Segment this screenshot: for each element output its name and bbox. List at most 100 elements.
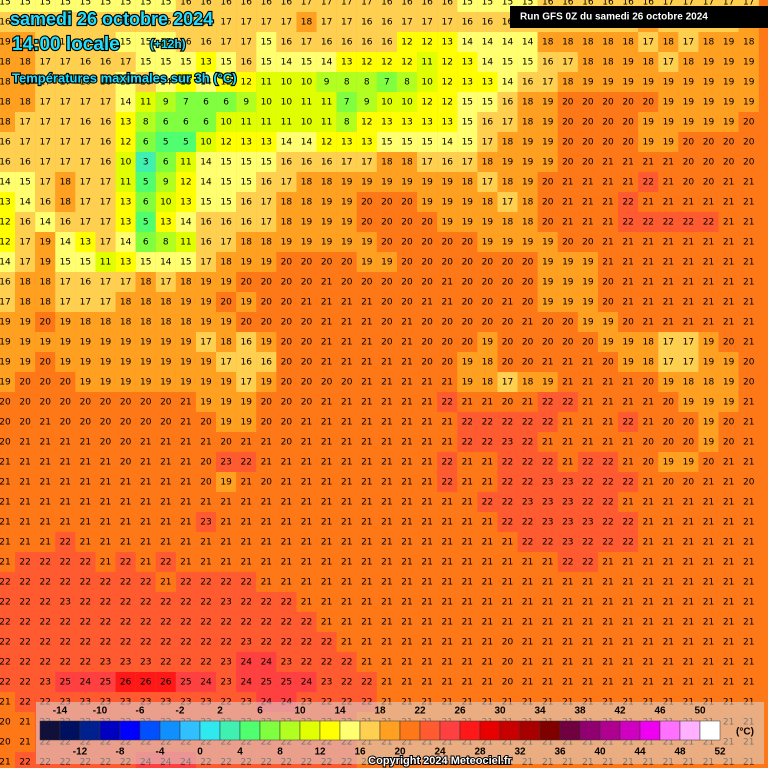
temperature-value: 21 bbox=[341, 338, 352, 348]
temperature-cell bbox=[457, 32, 478, 53]
temperature-cell bbox=[618, 32, 639, 53]
temperature-cell bbox=[316, 12, 337, 33]
temperature-value: 24 bbox=[80, 678, 92, 688]
temperature-value: 22 bbox=[60, 538, 71, 548]
temperature-value: 17 bbox=[120, 278, 131, 288]
temperature-value: 18 bbox=[642, 338, 654, 348]
temperature-value: 21 bbox=[562, 658, 573, 668]
temperature-value: 19 bbox=[0, 318, 11, 328]
temperature-value: 15 bbox=[261, 58, 272, 68]
temperature-value: 8 bbox=[143, 118, 149, 128]
temperature-value: 19 bbox=[240, 398, 252, 408]
temperature-value: 21 bbox=[341, 398, 352, 408]
temperature-value: 22 bbox=[482, 498, 493, 508]
temperature-value: 21 bbox=[421, 638, 432, 648]
temperature-value: 21 bbox=[542, 438, 553, 448]
temperature-value: 15 bbox=[120, 38, 131, 48]
temperature-value: 21 bbox=[160, 458, 171, 468]
temperature-value: 21 bbox=[160, 578, 171, 588]
temperature-value: 13 bbox=[441, 118, 452, 128]
temperature-value: 21 bbox=[0, 698, 11, 708]
temperature-cell bbox=[376, 112, 398, 133]
temperature-cell bbox=[718, 32, 739, 53]
temperature-value: 20 bbox=[39, 318, 51, 328]
temperature-cell bbox=[698, 52, 719, 73]
temperature-value: 16 bbox=[441, 158, 453, 168]
temperature-value: 21 bbox=[401, 358, 412, 368]
temperature-value: 20 bbox=[321, 258, 333, 268]
temperature-value: 20 bbox=[683, 418, 695, 428]
temperature-cell bbox=[336, 132, 357, 153]
temperature-cell bbox=[155, 92, 176, 113]
temperature-value: 19 bbox=[140, 378, 152, 388]
temperature-value: 18 bbox=[120, 318, 132, 328]
temperature-value: 11 bbox=[321, 98, 332, 108]
temperature-value: 25 bbox=[60, 678, 71, 688]
temperature-value: 18 bbox=[140, 318, 152, 328]
temperature-value: 22 bbox=[180, 618, 191, 628]
temperature-value: 21 bbox=[0, 478, 11, 488]
temperature-value: 20 bbox=[281, 258, 293, 268]
temperature-value: 19 bbox=[60, 358, 72, 368]
legend-swatch bbox=[379, 720, 401, 741]
temperature-value: 21 bbox=[60, 478, 71, 488]
temperature-value: 20 bbox=[301, 258, 313, 268]
temperature-value: 22 bbox=[502, 518, 513, 528]
temperature-value: 16 bbox=[240, 0, 252, 8]
temperature-value: 20 bbox=[602, 358, 614, 368]
temperature-value: 14 bbox=[200, 158, 212, 168]
temperature-value: 20 bbox=[743, 378, 755, 388]
temperature-value: 18 bbox=[482, 198, 494, 208]
temperature-value: 21 bbox=[341, 578, 352, 588]
temperature-value: 21 bbox=[0, 518, 11, 528]
temperature-value: 22 bbox=[301, 658, 312, 668]
temperature-value: 17 bbox=[502, 378, 513, 388]
temperature-value: 21 bbox=[441, 598, 452, 608]
temperature-value: 21 bbox=[301, 458, 312, 468]
temperature-value: 18 bbox=[502, 178, 514, 188]
temperature-cell bbox=[296, 32, 317, 53]
temperature-cell bbox=[658, 152, 679, 173]
temperature-value: 23 bbox=[562, 538, 573, 548]
temperature-value: 20 bbox=[381, 338, 393, 348]
temperature-value: 21 bbox=[421, 418, 432, 428]
temperature-value: 17 bbox=[39, 118, 50, 128]
temperature-value: 14 bbox=[301, 138, 313, 148]
temperature-value: 21 bbox=[321, 458, 332, 468]
temperature-value: 21 bbox=[401, 638, 412, 648]
temperature-value: 20 bbox=[281, 338, 293, 348]
temperature-value: 19 bbox=[220, 278, 232, 288]
temperature-cell bbox=[75, 92, 96, 113]
temperature-value: 19 bbox=[542, 278, 554, 288]
temperature-value: 20 bbox=[663, 398, 675, 408]
temperature-cell bbox=[236, 0, 257, 13]
temperature-cell bbox=[577, 92, 599, 113]
temperature-value: 21 bbox=[683, 658, 694, 668]
temperature-cell bbox=[256, 52, 277, 73]
temperature-value: 12 bbox=[401, 58, 412, 68]
temperature-value: 21 bbox=[562, 198, 573, 208]
temperature-value: 21 bbox=[160, 498, 171, 508]
temperature-cell bbox=[597, 52, 619, 73]
temperature-value: 19 bbox=[341, 198, 353, 208]
temperature-value: 18 bbox=[160, 298, 172, 308]
temperature-value: 19 bbox=[421, 198, 433, 208]
temperature-cell bbox=[75, 32, 96, 53]
temperature-value: 15 bbox=[39, 0, 50, 8]
temperature-cell bbox=[95, 72, 116, 93]
temperature-value: 15 bbox=[462, 138, 473, 148]
temperature-value: 11 bbox=[301, 98, 312, 108]
temperature-value: 13 bbox=[261, 138, 272, 148]
temperature-value: 21 bbox=[39, 538, 50, 548]
temperature-value: 5 bbox=[183, 138, 189, 148]
temperature-value: 19 bbox=[723, 398, 735, 408]
temperature-value: 16 bbox=[100, 158, 112, 168]
temperature-value: 22 bbox=[582, 458, 593, 468]
temperature-value: 20 bbox=[582, 98, 594, 108]
temperature-value: 21 bbox=[663, 318, 674, 328]
temperature-value: 20 bbox=[421, 318, 433, 328]
temperature-value: 22 bbox=[240, 578, 251, 588]
temperature-value: 17 bbox=[100, 298, 111, 308]
temperature-value: 14 bbox=[281, 58, 293, 68]
temperature-value: 20 bbox=[502, 658, 514, 668]
